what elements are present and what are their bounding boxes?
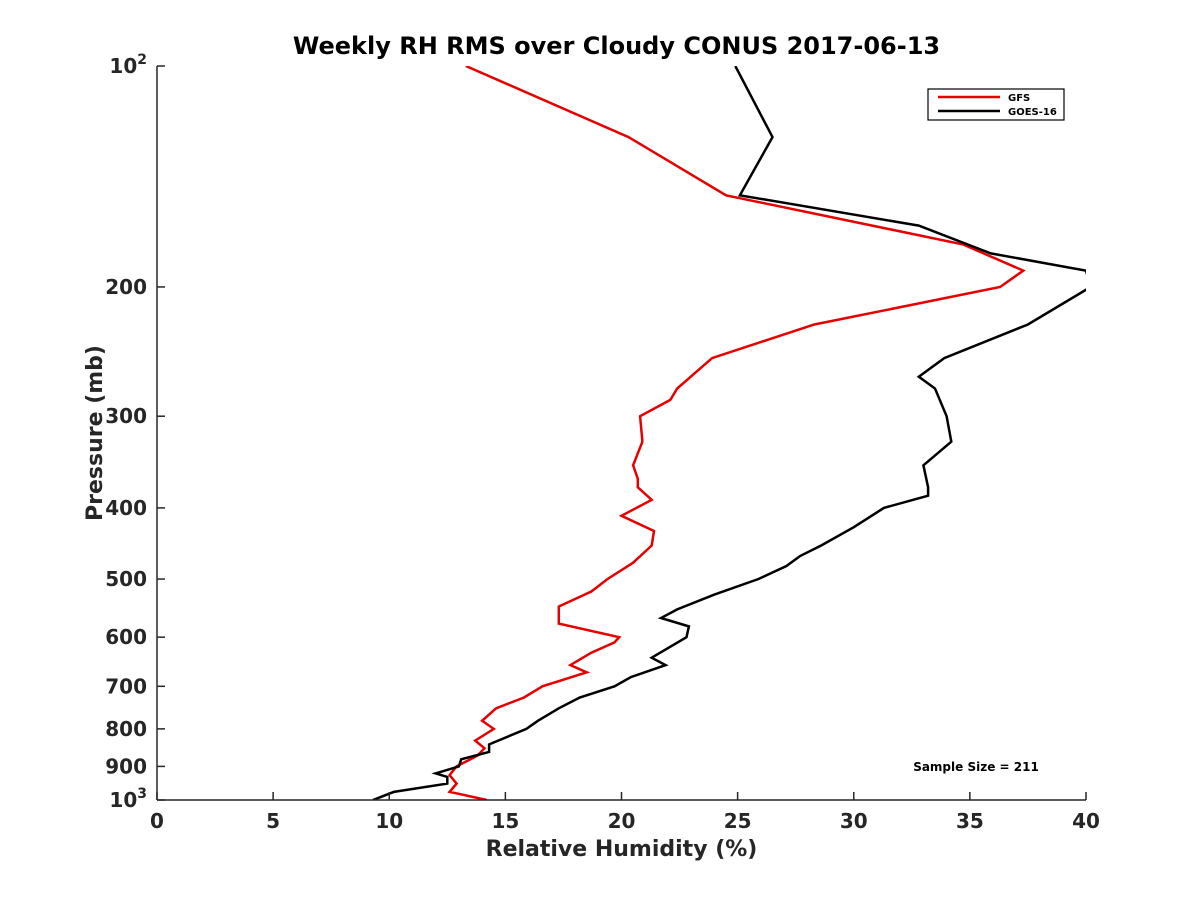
x-tick-label: 40 — [1072, 809, 1100, 833]
sample-size-annotation: Sample Size = 211 — [913, 760, 1039, 774]
y-tick-label: 103 — [109, 786, 147, 812]
y-tick-label: 300 — [105, 404, 147, 428]
legend-box — [927, 88, 1065, 121]
series-layer — [372, 66, 1086, 800]
x-axis-title: Relative Humidity (%) — [486, 837, 758, 862]
y-tick-label: 900 — [105, 754, 147, 778]
series-line-gfs — [447, 66, 1026, 800]
legend: GFS GOES-16 — [927, 88, 1065, 121]
x-tick-label: 35 — [956, 809, 984, 833]
y-axis-title: Pressure (mb) — [83, 345, 108, 521]
y-tick-label: 400 — [105, 496, 147, 520]
x-tick-label: 15 — [491, 809, 519, 833]
x-tick-label: 20 — [608, 809, 636, 833]
plot-area: 0 5 10 15 20 25 30 35 40 102 200 300 400 500 600 700 80… — [105, 52, 1100, 833]
y-tick-label: 700 — [105, 674, 147, 698]
legend-label: GOES-16 — [1008, 107, 1057, 118]
legend-label: GFS — [1008, 93, 1030, 104]
y-tick-label: 200 — [105, 275, 147, 299]
x-axis-ticks: 0 5 10 15 20 25 30 35 40 — [150, 792, 1100, 833]
x-tick-label: 25 — [724, 809, 752, 833]
y-tick-label: 102 — [109, 52, 147, 78]
x-tick-label: 5 — [266, 809, 280, 833]
y-tick-label: 600 — [105, 625, 147, 649]
series-line-goes-16 — [372, 66, 1086, 800]
y-tick-label: 800 — [105, 717, 147, 741]
y-axis-ticks: 102 200 300 400 500 600 700 800 900 103 — [105, 52, 165, 812]
x-tick-label: 0 — [150, 809, 164, 833]
y-tick-label: 500 — [105, 567, 147, 591]
x-tick-label: 10 — [375, 809, 403, 833]
x-tick-label: 30 — [840, 809, 868, 833]
chart-title: Weekly RH RMS over Cloudy CONUS 2017-06-… — [293, 32, 940, 60]
